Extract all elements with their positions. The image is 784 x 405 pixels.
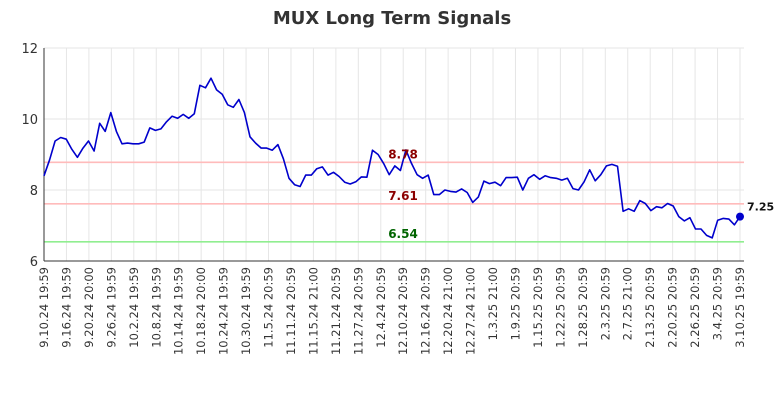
reference-label: 8.78	[388, 147, 418, 161]
x-tick-label: 10.30.24 19:59	[239, 267, 253, 355]
x-tick-label: 10.14.24 19:59	[172, 267, 186, 355]
x-tick-label: 9.26.24 19:59	[104, 267, 118, 348]
reference-label: 6.54	[388, 227, 418, 241]
x-tick-label: 10.8.24 19:59	[149, 267, 163, 348]
x-tick-label: 1.22.25 20:59	[553, 267, 567, 348]
x-tick-label: 2.13.25 20:59	[643, 267, 657, 348]
x-tick-label: 1.3.25 21:00	[486, 267, 500, 340]
x-tick-label: 10.2.24 19:59	[127, 267, 141, 348]
y-tick-label: 6	[30, 255, 38, 270]
x-tick-label: 9.16.24 19:59	[59, 267, 73, 348]
x-tick-label: 2.7.25 21:00	[621, 267, 635, 340]
x-tick-label: 11.11.24 20:59	[284, 267, 298, 355]
y-tick-label: 8	[30, 184, 38, 199]
x-tick-label: 2.26.25 20:59	[688, 267, 702, 348]
x-tick-label: 3.10.25 19:59	[733, 267, 747, 348]
x-tick-label: 10.24.24 19:59	[217, 267, 231, 355]
chart-title: MUX Long Term Signals	[272, 8, 512, 29]
y-tick-label: 10	[21, 113, 38, 128]
x-tick-label: 1.9.25 20:59	[508, 267, 522, 340]
x-tick-label: 12.16.24 20:59	[419, 267, 433, 355]
x-tick-label: 1.15.25 20:59	[531, 267, 545, 348]
y-tick-label: 12	[21, 42, 38, 57]
x-tick-label: 12.27.24 21:00	[464, 267, 478, 355]
x-tick-label: 11.27.24 20:59	[351, 267, 365, 355]
x-tick-label: 1.28.25 20:59	[576, 267, 590, 348]
x-tick-label: 2.3.25 20:59	[598, 267, 612, 340]
x-tick-label: 12.20.24 21:00	[441, 267, 455, 355]
last-value-label: 7.25	[747, 201, 774, 214]
x-tick-label: 11.15.24 21:00	[306, 267, 320, 355]
x-tick-label: 12.10.24 20:59	[396, 267, 410, 355]
x-tick-label: 10.18.24 20:00	[194, 267, 208, 355]
reference-label: 7.61	[388, 189, 418, 203]
x-tick-label: 11.5.24 20:59	[262, 267, 276, 348]
x-tick-label: 2.20.25 20:59	[666, 267, 680, 348]
last-point-marker	[736, 212, 744, 221]
x-tick-label: 11.21.24 20:59	[329, 267, 343, 355]
x-tick-label: 9.20.24 20:00	[82, 267, 96, 348]
series-line	[43, 77, 741, 239]
x-tick-label: 9.10.24 19:59	[37, 267, 51, 348]
x-tick-label: 3.4.25 20:59	[711, 267, 725, 340]
x-tick-label: 12.4.24 20:59	[374, 267, 388, 348]
